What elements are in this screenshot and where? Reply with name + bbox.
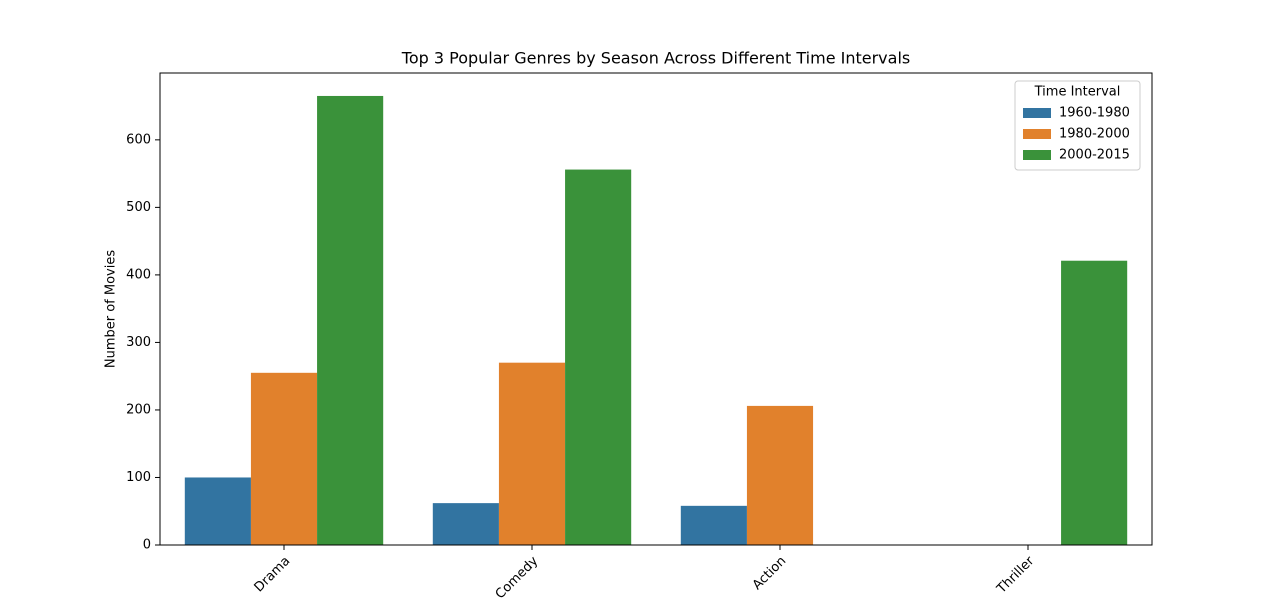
- legend-label: 1960-1980: [1059, 106, 1130, 121]
- legend-label: 2000-2015: [1059, 148, 1130, 163]
- chart-title: Top 3 Popular Genres by Season Across Di…: [401, 49, 910, 68]
- y-tick-label: 400: [126, 267, 151, 282]
- y-tick-label: 100: [126, 470, 151, 485]
- y-axis-label: Number of Movies: [104, 250, 119, 368]
- bar: [432, 503, 499, 545]
- legend-swatch: [1023, 129, 1051, 139]
- y-tick-label: 200: [126, 402, 151, 417]
- x-tick-label: Drama: [252, 554, 294, 596]
- bar: [565, 169, 632, 546]
- y-tick-label: 300: [126, 335, 151, 350]
- legend-box: [1014, 80, 1141, 171]
- bar: [680, 505, 747, 545]
- x-tick-label: Thriller: [994, 553, 1038, 597]
- bar: [1061, 260, 1128, 545]
- legend-label: 1980-2000: [1059, 127, 1130, 142]
- x-tick-label: Comedy: [493, 553, 542, 602]
- bar: [746, 405, 814, 545]
- y-tick-label: 500: [126, 200, 151, 215]
- y-tick-label: 0: [143, 538, 151, 553]
- legend-swatch: [1023, 150, 1051, 160]
- bar: [184, 477, 251, 545]
- plot-frame: [159, 72, 1153, 546]
- y-tick-label: 600: [126, 132, 151, 147]
- bar: [250, 372, 318, 545]
- legend-title: Time Interval: [1034, 85, 1121, 100]
- x-tick-label: Action: [750, 554, 789, 593]
- legend-swatch: [1023, 108, 1051, 118]
- bar: [317, 95, 384, 546]
- bar: [498, 362, 566, 545]
